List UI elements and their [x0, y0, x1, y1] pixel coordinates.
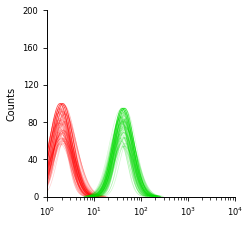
Y-axis label: Counts: Counts: [7, 86, 17, 121]
